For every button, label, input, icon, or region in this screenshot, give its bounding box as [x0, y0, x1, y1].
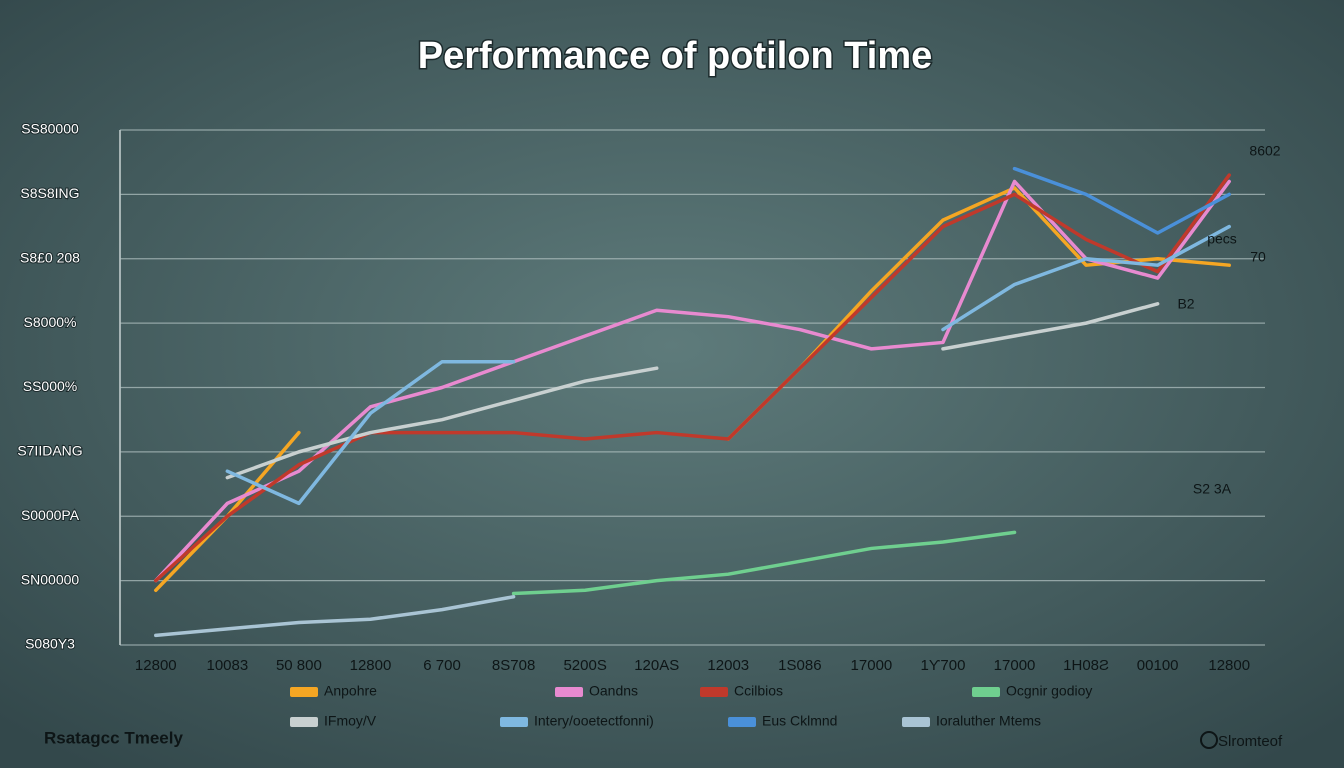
- x-tick-label: 6 700: [423, 657, 461, 674]
- x-tick-label: 17000: [994, 657, 1036, 674]
- x-tick-label: 17000: [851, 657, 893, 674]
- source: Rsatagcc Tmeely: [44, 728, 183, 747]
- series-line: [225, 224, 1231, 506]
- x-tick-label: 12003: [707, 657, 749, 674]
- annotation: B2: [1177, 296, 1194, 312]
- x-tick-label: 1H08Ƨ: [1063, 657, 1109, 674]
- series-line: [154, 179, 1231, 583]
- series-line: [511, 530, 1017, 596]
- y-tick-label: S080Y3: [25, 636, 75, 652]
- legend-swatch: [902, 717, 930, 727]
- legend-label: IFmoy/V: [324, 713, 377, 729]
- x-tick-label: 50 800: [276, 657, 322, 674]
- legend-label: Oandns: [589, 683, 638, 699]
- legend-swatch: [290, 717, 318, 727]
- x-tick-label: 8S708: [492, 657, 535, 674]
- x-tick-label: 1S086: [778, 657, 821, 674]
- x-tick-label: 5200S: [563, 657, 606, 674]
- legend-label: Ocgnir godioy: [1006, 683, 1092, 699]
- y-tick-label: S7IIDANG: [17, 443, 82, 459]
- y-tick-label: S0000PA: [21, 507, 80, 523]
- annotation: 70: [1250, 249, 1266, 265]
- y-tick-label: S8000%: [24, 314, 77, 330]
- legend-swatch: [728, 717, 756, 727]
- legend-label: Eus Cklmnd: [762, 713, 837, 729]
- series-line: [225, 302, 1160, 480]
- legend-label: Intery/ooetectfonni): [534, 713, 654, 729]
- legend-swatch: [972, 687, 1000, 697]
- logo-text: Slromteof: [1218, 733, 1283, 750]
- annotation: S2 3A: [1193, 481, 1232, 497]
- legend-label: Anpohre: [324, 683, 377, 699]
- y-tick-label: S8S8ING: [20, 185, 79, 201]
- legend-swatch: [555, 687, 583, 697]
- x-tick-label: 1Ƴ700: [920, 657, 965, 674]
- x-tick-label: 10083: [206, 657, 248, 674]
- legend-label: Ccilbios: [734, 683, 783, 699]
- x-tick-label: 120AS: [634, 657, 679, 674]
- logo-icon: [1200, 731, 1218, 749]
- series-line: [1012, 166, 1231, 235]
- y-tick-label: SN00000: [21, 571, 80, 587]
- y-tick-label: SS000%: [23, 378, 77, 394]
- legend-swatch: [500, 717, 528, 727]
- legend-label: Ioraluther Mtems: [936, 713, 1041, 729]
- x-tick-label: 12800: [350, 657, 392, 674]
- series-line: [154, 173, 1231, 583]
- x-tick-label: 12800: [135, 657, 177, 674]
- legend-swatch: [700, 687, 728, 697]
- y-tick-label: SS80000: [21, 121, 79, 137]
- chart-title: Performance of potilon Time: [418, 35, 932, 77]
- y-tick-label: S8£0 208: [20, 249, 80, 265]
- series-line: [154, 594, 516, 638]
- annotation: pecs: [1207, 231, 1237, 247]
- annotation: 8602: [1249, 143, 1280, 159]
- x-tick-label: 00100: [1137, 657, 1179, 674]
- legend-swatch: [290, 687, 318, 697]
- x-tick-label: 12800: [1208, 657, 1250, 674]
